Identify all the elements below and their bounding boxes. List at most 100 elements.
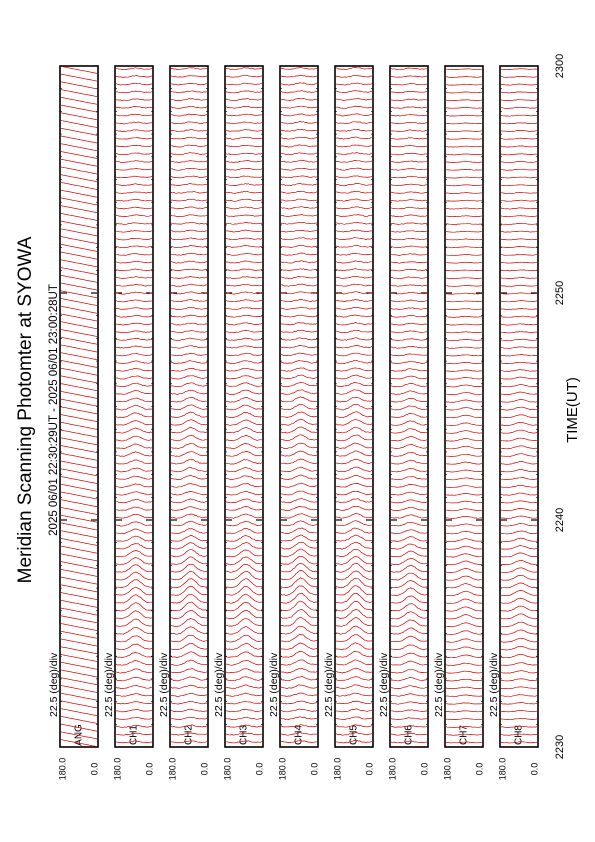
scan-trace [225, 299, 263, 303]
scan-trace [335, 113, 373, 117]
scan-trace [335, 700, 373, 705]
scan-trace [500, 508, 537, 512]
scan-trace [170, 513, 207, 519]
scan-trace [445, 285, 483, 287]
scan-trace [60, 739, 98, 747]
scan-trace [336, 105, 373, 109]
scan-trace [445, 461, 483, 465]
scan-trace [115, 557, 153, 565]
scan-trace [170, 245, 208, 249]
scan-trace [280, 260, 318, 264]
scan-trace [280, 592, 318, 604]
scan-trace [115, 160, 153, 163]
scan-trace [500, 605, 538, 612]
scan-trace [445, 377, 483, 380]
scan-trace [170, 411, 208, 418]
scan-trace [115, 643, 153, 650]
panel-scale-label: 22.5 (deg)/div [103, 652, 115, 717]
scan-trace [60, 344, 98, 353]
panel-frame [444, 65, 484, 748]
scan-trace [391, 443, 428, 449]
scan-trace [500, 725, 538, 728]
scan-trace [170, 724, 208, 728]
scan-trace [445, 430, 483, 434]
scan-trace [60, 166, 98, 175]
scan-trace [445, 560, 483, 566]
scan-trace [390, 160, 428, 163]
scan-trace [500, 315, 538, 318]
scan-trace [335, 237, 373, 241]
scan-trace [335, 175, 373, 179]
scan-trace [280, 513, 318, 519]
scan-trace [115, 382, 153, 387]
scan-trace [170, 276, 208, 279]
scan-trace [445, 654, 483, 659]
scan-trace [390, 451, 428, 457]
scan-trace [445, 392, 483, 395]
scan-trace [390, 276, 427, 280]
channel-label: CH3 [239, 725, 250, 745]
scan-trace [225, 483, 263, 488]
scan-trace [60, 73, 98, 82]
y-tick-label: 0.0 [419, 763, 429, 776]
scan-trace [225, 506, 263, 511]
y-tick-label: 0.0 [529, 763, 539, 776]
scan-trace [170, 389, 208, 395]
scan-trace [280, 360, 318, 364]
scan-trace [501, 106, 538, 109]
scan-trace [445, 238, 483, 241]
scan-trace [335, 167, 372, 171]
scan-trace [500, 75, 538, 78]
panel-ch8: 22.5 (deg)/div 180.0 0.0 CH8 [488, 65, 539, 780]
scan-trace [335, 74, 373, 78]
scan-trace [280, 739, 318, 743]
scan-trace [115, 521, 153, 527]
scan-trace [390, 121, 428, 125]
scan-trace [500, 484, 538, 488]
scan-trace [335, 426, 373, 434]
scan-trace [335, 253, 373, 256]
scan-trace [60, 120, 98, 128]
scan-trace [60, 669, 98, 678]
scan-trace [390, 91, 428, 94]
scan-trace [170, 314, 208, 318]
scan-trace [170, 475, 208, 480]
scan-trace [60, 158, 98, 167]
scan-trace [170, 498, 208, 504]
scan-trace [170, 113, 208, 117]
scan-trace [390, 75, 428, 78]
scan-trace [115, 550, 153, 558]
scan-trace [446, 76, 483, 78]
scan-trace [280, 345, 318, 349]
scan-trace [335, 548, 373, 557]
scan-trace [390, 514, 428, 519]
scan-trace [390, 475, 428, 481]
scan-trace [501, 354, 538, 357]
scan-trace [116, 435, 153, 442]
scan-trace [170, 353, 208, 357]
scan-trace [335, 206, 373, 210]
scan-trace [225, 570, 263, 581]
scan-trace [390, 543, 428, 550]
scan-trace [335, 570, 373, 581]
scan-trace [390, 214, 428, 218]
scan-trace [170, 160, 208, 163]
scan-trace [390, 484, 428, 488]
scan-trace [390, 175, 428, 179]
scan-trace [445, 362, 483, 365]
channel-label: CH1 [129, 725, 140, 745]
scan-trace [500, 678, 538, 682]
scan-trace [170, 520, 208, 527]
scan-trace [115, 543, 153, 550]
scan-trace [390, 491, 428, 496]
scan-trace [280, 625, 318, 635]
scan-trace [225, 330, 263, 334]
scan-trace [501, 376, 538, 380]
scan-trace [60, 615, 98, 624]
scan-trace [116, 709, 153, 713]
scan-trace [60, 391, 98, 399]
scan-trace [335, 337, 373, 341]
scan-trace [335, 359, 373, 364]
scan-trace [116, 307, 153, 310]
scan-trace [280, 144, 318, 148]
